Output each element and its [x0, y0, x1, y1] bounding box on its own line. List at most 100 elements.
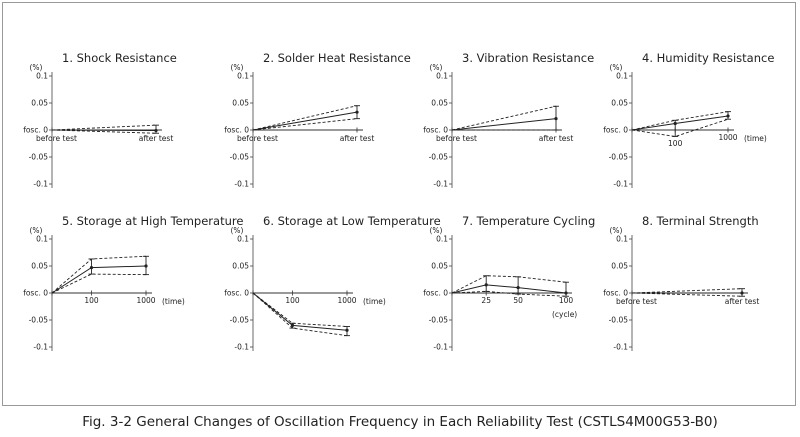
figure-frame — [2, 2, 796, 406]
y-unit-label: (%) — [231, 63, 244, 72]
y-tick-label: -0.1 — [433, 343, 448, 352]
y-tick-label: -0.05 — [29, 316, 49, 325]
y-tick-label: 0.05 — [31, 262, 48, 271]
y-tick-label: 0.1 — [616, 235, 628, 244]
y-tick-label: -0.05 — [429, 153, 449, 162]
y-tick-label: 0.05 — [31, 99, 48, 108]
x-tick-label: 25 — [481, 296, 491, 305]
y-unit-label: (%) — [430, 226, 443, 235]
mean-point — [144, 264, 148, 268]
chart-title: 6. Storage at Low Temperature — [263, 214, 441, 228]
y-tick-label: -0.05 — [29, 153, 49, 162]
upper-limit-line — [451, 105, 557, 131]
y-tick-label: -0.1 — [613, 343, 628, 352]
x-tick-label: 100 — [559, 296, 574, 305]
x-axis-unit-label: (time) — [363, 297, 386, 306]
y-tick-label: -0.05 — [609, 316, 629, 325]
upper-limit-line — [51, 124, 157, 131]
mean-line — [451, 284, 567, 294]
lower-limit-line — [631, 118, 729, 137]
mean-point — [740, 291, 744, 295]
y-tick-label: 0.05 — [232, 262, 249, 271]
y-tick-label: -0.05 — [230, 153, 250, 162]
y-tick-label: 0.05 — [611, 262, 628, 271]
chart-panel-1: 1. Shock Resistance (%)0.1 0.05 fosc. 0 -0.0… — [23, 51, 177, 189]
y-tick-label: 0.1 — [436, 72, 448, 81]
x-tick-label: after test — [725, 297, 760, 306]
y-tick-label: 0.05 — [232, 99, 249, 108]
y-tick-label: fosc. 0 — [423, 289, 448, 298]
chart-title: 8. Terminal Strength — [642, 214, 759, 228]
y-tick-label: -0.05 — [609, 153, 629, 162]
mean-point — [355, 110, 359, 114]
mean-point — [554, 117, 558, 121]
upper-limit-line — [631, 111, 729, 131]
y-tick-label: 0.1 — [237, 72, 249, 81]
mean-point — [290, 323, 295, 327]
y-tick-label: -0.1 — [33, 343, 48, 352]
y-tick-label: -0.1 — [234, 180, 249, 189]
chart-panel-4: 4. Humidity Resistance (%)0.1 0.05 fosc. 0 -… — [603, 51, 774, 189]
y-unit-label: (%) — [231, 226, 244, 235]
x-axis-unit-label: (time) — [162, 297, 185, 306]
upper-limit-line — [252, 292, 348, 327]
x-tick-label: 1000 — [136, 296, 155, 305]
mean-point — [516, 286, 520, 290]
y-tick-label: fosc. 0 — [23, 289, 48, 298]
x-tick-label: 1000 — [718, 133, 737, 142]
mean-point — [484, 283, 488, 287]
y-tick-label: 0.1 — [237, 235, 249, 244]
chart-title: 5. Storage at High Temperature — [62, 214, 243, 228]
x-tick-label: 50 — [513, 296, 523, 305]
x-tick-label: 100 — [285, 296, 300, 305]
y-unit-label: (%) — [610, 226, 623, 235]
y-tick-label: fosc. 0 — [23, 126, 48, 135]
y-unit-label: (%) — [30, 63, 43, 72]
x-tick-label: 100 — [668, 139, 683, 148]
mean-point — [89, 266, 94, 270]
chart-title: 2. Solder Heat Resistance — [263, 51, 411, 65]
y-tick-label: 0.1 — [616, 72, 628, 81]
y-unit-label: (%) — [430, 63, 443, 72]
y-unit-label: (%) — [610, 63, 623, 72]
x-tick-label: before test — [36, 134, 77, 143]
y-tick-label: 0.05 — [431, 99, 448, 108]
y-unit-label: (%) — [30, 226, 43, 235]
x-tick-label: 100 — [84, 296, 99, 305]
mean-point — [564, 291, 568, 295]
y-tick-label: -0.1 — [433, 180, 448, 189]
x-tick-label: before test — [436, 134, 477, 143]
x-axis-unit-label: (time) — [744, 134, 767, 143]
x-tick-label: after test — [340, 134, 375, 143]
mean-line — [631, 115, 729, 131]
upper-limit-line — [631, 288, 743, 294]
chart-title: 1. Shock Resistance — [62, 51, 177, 65]
y-tick-label: -0.1 — [613, 180, 628, 189]
y-tick-label: -0.05 — [230, 316, 250, 325]
mean-line — [451, 118, 557, 131]
lower-limit-line — [631, 292, 743, 297]
mean-line — [51, 129, 157, 132]
mean-line — [51, 265, 147, 294]
mean-point — [726, 114, 730, 118]
upper-limit-line — [51, 255, 147, 294]
x-tick-label: after test — [139, 134, 174, 143]
y-tick-label: -0.1 — [234, 343, 249, 352]
chart-panel-5: 5. Storage at High Temperature(%)0.10.05… — [23, 214, 243, 352]
x-tick-label: before test — [616, 297, 657, 306]
chart-panel-7: 7. Temperature Cycling (%)0.1 0.05 fosc. 0 -… — [423, 214, 595, 352]
mean-line — [252, 111, 358, 131]
y-tick-label: 0.1 — [36, 235, 48, 244]
y-tick-label: -0.1 — [33, 180, 48, 189]
y-tick-label: 0.05 — [431, 262, 448, 271]
chart-panel-8: 8. Terminal Strength (%)0.1 0.05 fosc. 0 -0.… — [603, 214, 759, 352]
y-tick-label: fosc. 0 — [224, 126, 249, 135]
y-tick-label: 0.1 — [36, 72, 48, 81]
x-tick-label: before test — [237, 134, 278, 143]
y-tick-label: fosc. 0 — [603, 289, 628, 298]
y-tick-label: -0.05 — [429, 316, 449, 325]
chart-title: 7. Temperature Cycling — [462, 214, 595, 228]
chart-title: 3. Vibration Resistance — [462, 51, 594, 65]
upper-limit-line — [252, 105, 358, 131]
